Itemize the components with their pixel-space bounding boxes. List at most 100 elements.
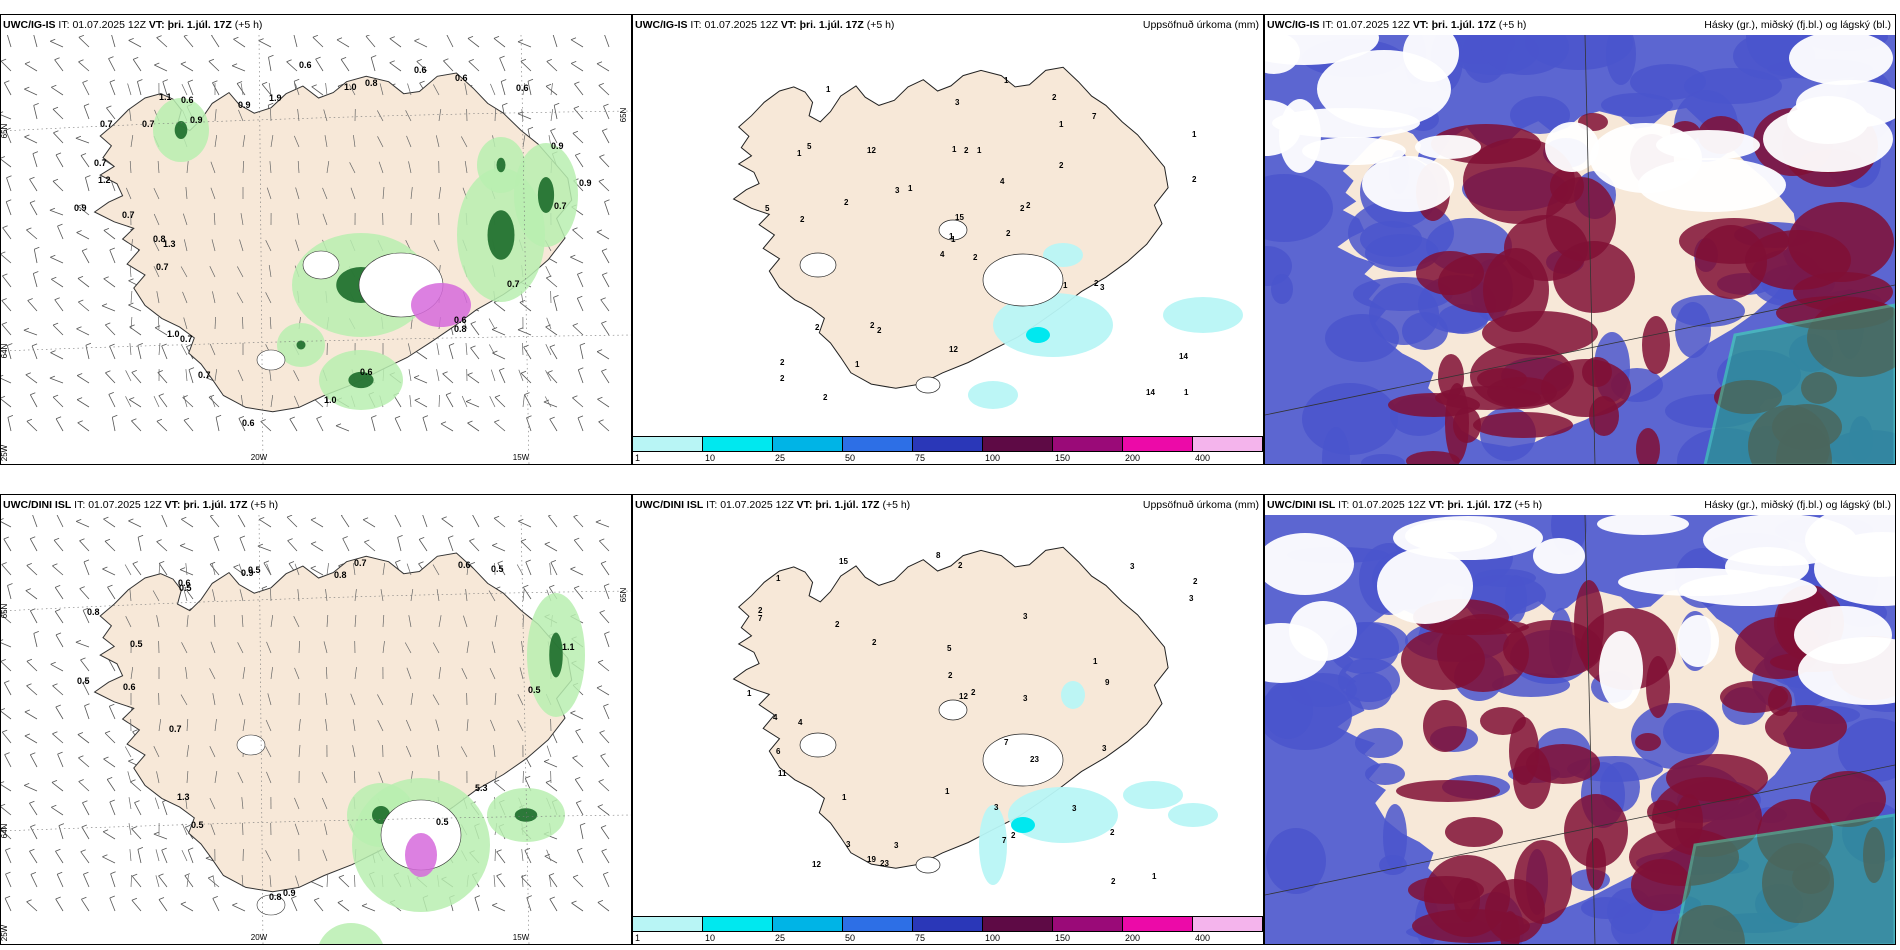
wind-barb: [161, 515, 168, 528]
wind-barb: [545, 326, 558, 336]
graticule: [1265, 35, 1895, 464]
precip-value-label: 0.7: [507, 279, 520, 289]
wind-barb: [2, 275, 12, 288]
precip-value-label: 0.9: [190, 115, 203, 125]
wind-barb-flag: [53, 130, 59, 134]
mid-cloud-cell: [1642, 316, 1670, 374]
wind-barb: [5, 129, 12, 144]
wind-barb: [522, 589, 525, 602]
precip-value-label: 1.9: [269, 93, 282, 103]
wind-barb: [576, 850, 584, 864]
colorbar-label: 400: [1195, 933, 1211, 943]
wind-barb-flag: [131, 370, 137, 373]
wind-barb: [261, 83, 272, 96]
wind-barb: [180, 344, 188, 356]
wind-barb: [129, 849, 132, 862]
wind-barb-flag: [571, 900, 577, 904]
wind-barb-flag: [33, 631, 39, 634]
wind-barb: [209, 797, 216, 810]
wind-barb-flag: [596, 349, 603, 352]
wind-barb: [236, 83, 246, 96]
wind-barb: [293, 395, 300, 408]
wind-barb: [574, 155, 584, 168]
wind-barb: [493, 302, 506, 312]
wind-barb: [153, 746, 160, 758]
wind-barb: [466, 719, 469, 732]
wind-barb-flag: [258, 38, 264, 41]
wind-barb: [519, 667, 524, 680]
wind-barb: [491, 641, 496, 654]
vt-value: þri. 1.júl. 17Z: [183, 499, 248, 511]
wind-barb-flag: [1, 659, 6, 662]
low-cloud-cell: [1325, 314, 1399, 362]
accum-value-label: 2: [958, 561, 963, 570]
wind-barb-flag: [544, 853, 550, 857]
wind-barb-flag: [575, 728, 581, 732]
wind-barb-flag: [601, 848, 607, 852]
wind-barb: [463, 615, 468, 628]
wind-barb-flag: [469, 562, 476, 565]
mid-cloud-cell: [1720, 681, 1788, 713]
wind-barb: [212, 291, 216, 304]
colorbar-label: 200: [1125, 933, 1141, 943]
precip-light-area: [968, 381, 1018, 409]
wind-barb: [104, 732, 116, 744]
accum-value-label: 2: [758, 606, 763, 615]
wind-barb: [599, 540, 610, 552]
wind-barb: [270, 108, 272, 122]
wind-barb: [124, 564, 132, 576]
wind-barb-flag: [596, 229, 603, 233]
wind-barb-flag: [448, 535, 454, 539]
wind-barb-flag: [572, 755, 578, 759]
wind-barb: [409, 395, 412, 408]
wind-barb-flag: [51, 84, 57, 88]
wind-barb-flag: [440, 421, 447, 425]
wind-barb: [209, 266, 216, 278]
wind-barb: [525, 561, 532, 576]
wind-barb: [55, 418, 64, 432]
panel-subtitle: Hásky (gr.), miðský (fj.bl.) og lágský (…: [1704, 499, 1891, 511]
wind-barb: [321, 771, 328, 784]
wind-barb-flag: [57, 871, 63, 875]
wind-barb-flag: [600, 297, 606, 301]
mid-cloud-cell: [1482, 311, 1598, 355]
wind-barb: [58, 825, 64, 840]
wind-barb: [129, 109, 132, 122]
accum-value-label: 1: [776, 574, 781, 583]
wind-barb: [414, 40, 428, 48]
wind-barb: [1, 806, 12, 816]
accum-value-label: 2: [1094, 279, 1099, 288]
wind-barb: [442, 373, 454, 384]
wind-barb-flag: [129, 324, 135, 328]
accum-value-label: 19: [867, 855, 876, 864]
wind-barb: [322, 213, 328, 226]
wind-barb: [489, 667, 496, 680]
wind-barb: [4, 898, 12, 912]
wind-barb: [414, 399, 428, 408]
wind-barb: [348, 84, 356, 96]
lead-time: (+5 h): [866, 19, 895, 31]
clear-sky-area: [1638, 158, 1786, 212]
colorbar-label: 200: [1125, 453, 1141, 463]
wind-barb-flag: [602, 128, 608, 132]
colorbar-swatch: [913, 436, 983, 452]
wind-barb-flag: [492, 350, 498, 354]
wind-barb: [461, 668, 468, 680]
wind-barb: [183, 239, 188, 252]
wind-barb: [109, 81, 116, 96]
wind-barb-flag: [523, 584, 529, 588]
wind-barb-flag: [576, 800, 582, 804]
wind-barb-flag: [577, 847, 583, 851]
wind-barb: [579, 825, 584, 840]
wind-barb: [545, 370, 552, 382]
wind-barb: [325, 719, 328, 732]
wind-barb: [109, 801, 116, 816]
wind-barb: [600, 563, 610, 576]
wind-barb: [493, 517, 506, 528]
accum-value-label: 2: [780, 374, 785, 383]
wind-barb-flag: [106, 105, 112, 109]
wind-barb-flag: [574, 537, 580, 541]
colorbar-swatch: [1123, 436, 1193, 452]
wind-barb: [158, 342, 161, 356]
wind-barb-flag: [24, 709, 31, 713]
